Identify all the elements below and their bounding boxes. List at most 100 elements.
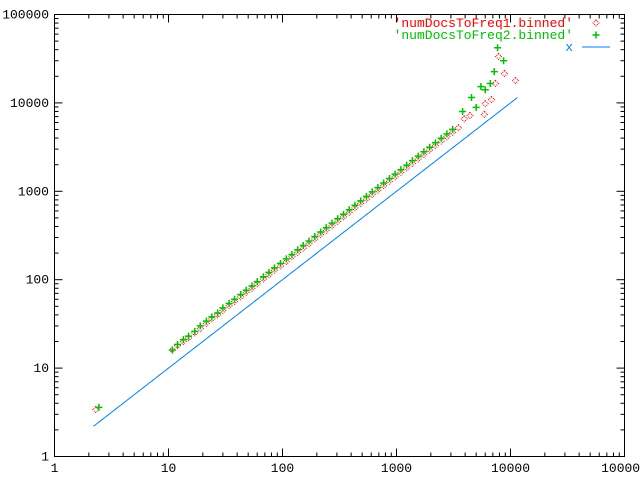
data-point: [248, 282, 256, 290]
x-tick-label: 1: [51, 461, 59, 476]
data-point: [356, 199, 365, 208]
data-point: [265, 268, 273, 276]
data-point: [408, 157, 416, 165]
data-point: [214, 309, 222, 317]
data-point: [480, 110, 489, 119]
data-point: [311, 233, 319, 241]
data-point: [481, 99, 489, 108]
data-point: [374, 183, 382, 191]
data-point: [259, 275, 268, 283]
data-point: [242, 288, 250, 297]
data-point: [219, 304, 227, 312]
data-point: [426, 143, 434, 151]
data-point: [345, 208, 353, 217]
y-tick-label: 100: [26, 273, 49, 288]
data-point: [408, 159, 417, 168]
data-point: [425, 146, 434, 154]
data-point: [253, 278, 261, 286]
data-point: [288, 250, 296, 258]
data-point: [179, 337, 188, 346]
data-point: [351, 204, 359, 212]
data-point: [391, 173, 399, 181]
data-point: [322, 226, 330, 235]
x-tick-label: 10: [161, 461, 177, 476]
data-point: [466, 111, 474, 120]
data-point: [500, 69, 509, 78]
data-point: [511, 76, 520, 85]
data-point: [334, 217, 342, 225]
legend: 'numDocsToFreq1.binned' 'numDocsToFreq2.…: [394, 16, 610, 55]
data-point: [397, 166, 405, 174]
data-point: [385, 175, 393, 183]
data-point: [311, 235, 319, 243]
axis-ticks: [54, 14, 625, 457]
data-point: [481, 86, 489, 94]
data-point: [237, 291, 245, 299]
data-point: [179, 336, 187, 344]
series-3: [93, 97, 518, 427]
y-tick-label: 100000: [2, 8, 49, 23]
data-point: [357, 197, 365, 205]
data-point: [368, 188, 376, 196]
series-layer: [92, 44, 520, 427]
data-point: [459, 107, 467, 115]
data-point: [276, 262, 285, 270]
data-point: [213, 311, 222, 319]
data-point: [299, 241, 307, 249]
x-tick-label: 10000: [491, 461, 530, 476]
data-point: [299, 244, 307, 252]
data-point: [487, 95, 496, 104]
data-point: [92, 405, 100, 414]
data-point: [437, 137, 445, 145]
data-point: [379, 181, 388, 190]
data-point: [305, 239, 313, 248]
data-point: [460, 115, 468, 123]
data-point: [259, 273, 267, 281]
data-point: [168, 346, 176, 354]
plot-frame: [54, 14, 625, 457]
data-point: [420, 150, 428, 159]
data-point: [294, 248, 302, 257]
x-tick-labels: 1 10 100 1000 10000 100000: [51, 461, 640, 476]
legend-marker-plus: [592, 31, 600, 39]
data-point: [397, 168, 405, 177]
data-point: [345, 206, 353, 214]
data-point: [391, 170, 399, 178]
data-point: [443, 130, 451, 138]
data-point: [288, 253, 296, 261]
data-point: [334, 215, 342, 223]
data-point: [191, 327, 199, 335]
data-point: [237, 293, 245, 301]
data-point: [317, 228, 325, 236]
data-point: [437, 134, 445, 142]
data-point: [431, 139, 439, 147]
data-point: [196, 322, 204, 330]
data-point: [225, 301, 233, 310]
data-point: [402, 164, 411, 172]
x-tick-label: 100: [271, 461, 294, 476]
data-point: [454, 124, 463, 132]
data-point: [305, 237, 313, 245]
data-point: [265, 270, 273, 279]
legend-label-series-1: 'numDocsToFreq1.binned': [394, 16, 573, 31]
data-point: [339, 213, 348, 221]
data-point: [443, 132, 451, 141]
series-2: [95, 44, 508, 411]
data-point: [294, 246, 302, 254]
data-point: [491, 79, 500, 88]
data-point: [322, 224, 330, 232]
data-point: [374, 186, 382, 194]
data-point: [208, 315, 216, 323]
data-point: [196, 324, 204, 333]
data-point: [368, 190, 376, 199]
data-point: [253, 280, 261, 288]
data-point: [328, 222, 336, 230]
data-point: [486, 79, 494, 87]
data-point: [316, 230, 325, 239]
data-point: [231, 295, 239, 303]
y-tick-label: 10: [33, 361, 49, 376]
series-line: [93, 97, 518, 427]
data-point: [380, 179, 388, 187]
data-point: [225, 299, 233, 307]
